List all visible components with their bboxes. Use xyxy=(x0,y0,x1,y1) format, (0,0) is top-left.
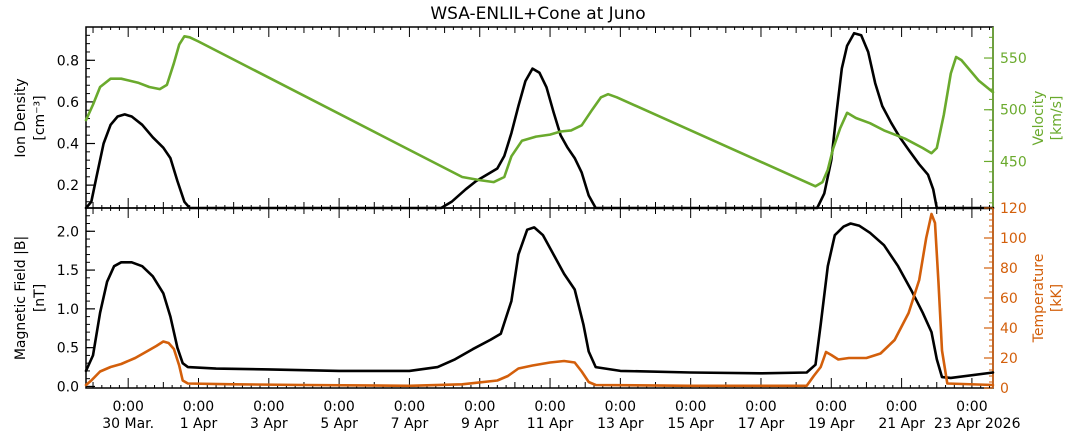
ytick-label-right: 450 xyxy=(1000,154,1027,170)
ytick-label-left: 0.4 xyxy=(57,137,79,153)
magnetic-field-axis-label: Magnetic Field |B| xyxy=(13,236,29,360)
xtick-time-label: 0:00 xyxy=(605,399,636,415)
series-ion-density-line xyxy=(84,31,995,210)
xtick-date-label: 17 Apr xyxy=(738,416,785,432)
velocity-axis-label: Velocity xyxy=(1031,91,1047,146)
ion-density-axis: 0.2 0.4 0.6 0.8 xyxy=(57,34,95,203)
xtick-time-label: 0:00 xyxy=(183,399,214,415)
xtick-date-label: 23 Apr 2026 xyxy=(934,416,1021,432)
series-magnetic-field-b-line xyxy=(84,222,995,380)
top-panel: 0.2 0.4 0.6 0.8 450 500 550 Ion Density [cm⁻³… xyxy=(13,26,1065,210)
ytick-label-left: 0.5 xyxy=(57,341,79,357)
xtick-time-label: 0:00 xyxy=(816,399,847,415)
ytick-label-right: 60 xyxy=(1000,291,1018,307)
xtick-time-label: 0:00 xyxy=(675,399,706,415)
series-temperature-line xyxy=(84,212,995,388)
magnetic-field-unit-label: [nT] xyxy=(32,284,48,312)
xtick-time-label: 0:00 xyxy=(886,399,917,415)
xtick-date-label: 9 Apr xyxy=(461,416,499,432)
ytick-label-right: 0 xyxy=(1000,381,1009,397)
xtick-time-label: 0:00 xyxy=(112,399,143,415)
xtick-date-label: 15 Apr xyxy=(667,416,714,432)
bottom-series-group xyxy=(84,212,995,388)
temperature-axis: 0 20 40 60 80 100 120 xyxy=(984,201,1027,397)
bottom-panel: 0.0 0.5 1.0 1.5 2.0 0 20 40 60 80 100 120 Magnetic… xyxy=(13,201,1065,397)
bottom-plot-frame xyxy=(85,207,994,389)
top-x-axis xyxy=(92,27,990,208)
ytick-label-right: 500 xyxy=(1000,103,1027,119)
xtick-date-label: 19 Apr xyxy=(808,416,855,432)
xtick-time-label: 0:00 xyxy=(956,399,987,415)
xtick-time-label: 0:00 xyxy=(534,399,565,415)
ytick-label-right: 20 xyxy=(1000,351,1018,367)
ytick-label-left: 2.0 xyxy=(57,224,79,240)
magnetic-field-axis: 0.0 0.5 1.0 1.5 2.0 xyxy=(57,215,95,395)
ytick-label-left: 0.0 xyxy=(57,379,79,395)
xtick-time-label: 0:00 xyxy=(323,399,354,415)
velocity-unit-label: [km/s] xyxy=(1049,96,1065,141)
ytick-label-left: 0.8 xyxy=(57,53,79,69)
xtick-time-label: 0:00 xyxy=(464,399,495,415)
ytick-label-left: 1.0 xyxy=(57,302,79,318)
temperature-axis-label: Temperature xyxy=(1031,254,1047,344)
xtick-date-label: 21 Apr xyxy=(878,416,925,432)
velocity-axis: 450 500 550 xyxy=(984,27,1027,208)
xtick-date-label: 13 Apr xyxy=(597,416,644,432)
xtick-date-label: 5 Apr xyxy=(320,416,358,432)
top-series-group xyxy=(84,31,995,210)
ytick-label-left: 0.6 xyxy=(57,95,79,111)
xtick-date-label: 7 Apr xyxy=(391,416,429,432)
chart-title: WSA-ENLIL+Cone at Juno xyxy=(430,4,645,24)
xtick-date-label: 11 Apr xyxy=(527,416,574,432)
ytick-label-right: 80 xyxy=(1000,261,1018,277)
xtick-date-label: 3 Apr xyxy=(250,416,288,432)
ion-density-unit-label: [cm⁻³] xyxy=(32,95,48,140)
ytick-label-right: 40 xyxy=(1000,321,1018,337)
ion-density-axis-label: Ion Density xyxy=(13,78,29,157)
xtick-date-label: 30 Mar. xyxy=(102,416,154,432)
xtick-time-label: 0:00 xyxy=(253,399,284,415)
xtick-time-label: 0:00 xyxy=(745,399,776,415)
ytick-label-left: 1.5 xyxy=(57,263,79,279)
ytick-label-right: 120 xyxy=(1000,201,1027,217)
xtick-date-label: 1 Apr xyxy=(180,416,218,432)
temperature-unit-label: [kK] xyxy=(1049,284,1065,312)
ytick-label-right: 550 xyxy=(1000,51,1027,67)
ytick-label-left: 0.2 xyxy=(57,178,79,194)
series-velocity-line xyxy=(84,35,995,188)
xtick-time-label: 0:00 xyxy=(394,399,425,415)
ytick-label-right: 100 xyxy=(1000,231,1027,247)
